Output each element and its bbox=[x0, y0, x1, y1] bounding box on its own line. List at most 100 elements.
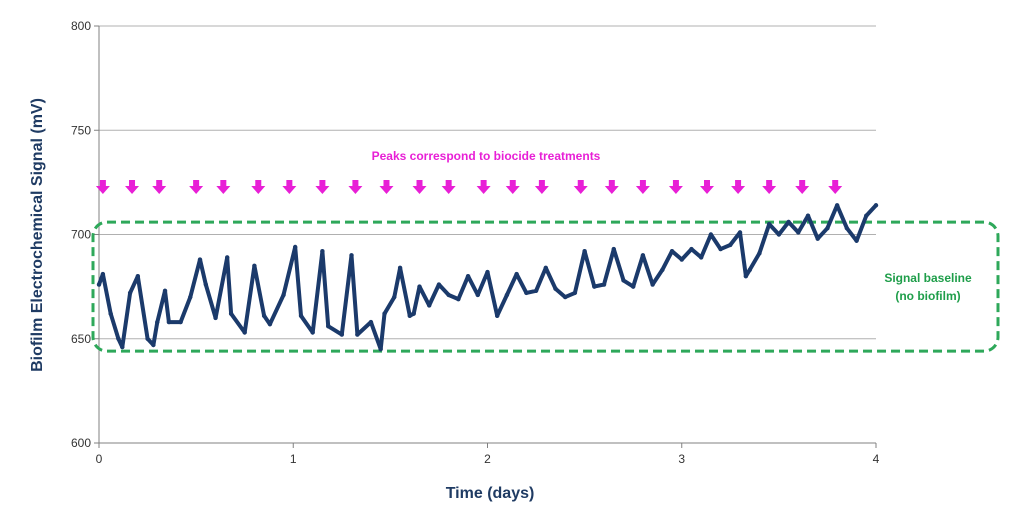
down-arrow-icon bbox=[635, 180, 650, 194]
data-point bbox=[815, 236, 820, 241]
data-point bbox=[310, 330, 315, 335]
data-point bbox=[116, 336, 121, 341]
data-point bbox=[660, 267, 665, 273]
data-point bbox=[108, 311, 113, 316]
data-point bbox=[339, 332, 345, 337]
data-point bbox=[582, 248, 587, 254]
down-arrow-icon bbox=[604, 180, 619, 194]
data-point bbox=[166, 319, 172, 325]
axes bbox=[94, 25, 877, 448]
data-point bbox=[504, 292, 510, 298]
data-point bbox=[708, 232, 714, 237]
data-point bbox=[456, 296, 461, 302]
series-line bbox=[96, 203, 879, 352]
data-point bbox=[737, 230, 743, 235]
data-point bbox=[100, 271, 106, 277]
data-point bbox=[796, 230, 801, 235]
x-axis-title: Time (days) bbox=[446, 485, 535, 502]
data-point bbox=[825, 226, 830, 231]
data-point bbox=[698, 255, 704, 260]
data-point bbox=[844, 226, 850, 231]
down-arrow-icon bbox=[125, 180, 140, 194]
down-arrow-icon bbox=[505, 180, 520, 194]
data-point bbox=[621, 278, 626, 283]
data-point bbox=[127, 290, 133, 296]
data-point bbox=[679, 257, 684, 262]
data-point bbox=[155, 319, 160, 325]
data-point bbox=[427, 303, 432, 308]
data-point bbox=[766, 221, 772, 227]
data-point bbox=[630, 284, 636, 289]
data-point bbox=[298, 313, 304, 319]
data-point bbox=[776, 232, 782, 237]
down-arrow-icon bbox=[795, 180, 810, 194]
x-tick-label-0: 0 bbox=[96, 452, 103, 466]
x-tick-label-1: 1 bbox=[290, 452, 297, 466]
data-point bbox=[228, 311, 234, 316]
baseline-rect bbox=[91, 220, 1000, 353]
data-point bbox=[145, 336, 150, 341]
data-point bbox=[407, 313, 412, 319]
data-point bbox=[188, 294, 193, 300]
data-point bbox=[135, 274, 141, 279]
data-point bbox=[397, 265, 403, 271]
y-axis-title: Biofilm Electrochemical Signal (mV) bbox=[29, 98, 46, 372]
down-arrow-icon bbox=[828, 180, 843, 194]
data-point bbox=[292, 244, 298, 250]
data-point bbox=[786, 219, 791, 225]
data-point bbox=[524, 290, 529, 296]
y-tick-labels: 600 650 700 750 800 bbox=[71, 19, 91, 450]
data-point bbox=[572, 290, 578, 296]
down-arrow-icon bbox=[282, 180, 297, 194]
data-point bbox=[805, 213, 811, 218]
down-arrow-icon bbox=[534, 180, 549, 194]
data-point bbox=[592, 284, 597, 289]
data-point bbox=[485, 269, 490, 275]
data-point bbox=[854, 238, 859, 243]
data-point bbox=[728, 242, 733, 248]
data-point bbox=[436, 282, 442, 287]
treatment-arrows bbox=[95, 180, 843, 194]
data-point bbox=[242, 330, 247, 335]
data-point bbox=[120, 344, 125, 350]
data-point bbox=[349, 253, 354, 258]
down-arrow-icon bbox=[216, 180, 231, 194]
down-arrow-icon bbox=[700, 180, 715, 194]
data-point bbox=[563, 294, 568, 300]
data-point bbox=[281, 292, 286, 298]
x-tick-label-2: 2 bbox=[484, 452, 491, 466]
data-point bbox=[611, 246, 616, 252]
data-point bbox=[465, 274, 471, 279]
y-tick-label-800: 800 bbox=[71, 19, 91, 33]
data-point bbox=[495, 313, 500, 319]
baseline-box bbox=[91, 220, 1000, 353]
down-arrow-icon bbox=[348, 180, 363, 194]
data-point bbox=[213, 315, 218, 321]
gridlines bbox=[99, 25, 876, 340]
y-tick-label-600: 600 bbox=[71, 436, 91, 450]
down-arrow-icon bbox=[441, 180, 456, 194]
data-point bbox=[203, 282, 209, 287]
down-arrow-icon bbox=[762, 180, 777, 194]
down-arrow-icon bbox=[476, 180, 491, 194]
down-arrow-icon bbox=[95, 180, 110, 194]
data-point bbox=[382, 311, 387, 316]
y-tick-label-700: 700 bbox=[71, 228, 91, 242]
data-point bbox=[326, 324, 331, 329]
data-point bbox=[553, 286, 558, 291]
data-point bbox=[197, 257, 203, 262]
data-point bbox=[355, 332, 360, 337]
data-point bbox=[640, 253, 646, 258]
data-point bbox=[178, 319, 183, 325]
data-point bbox=[267, 321, 273, 327]
data-point bbox=[873, 203, 879, 208]
x-tick-label-4: 4 bbox=[873, 452, 880, 466]
y-tick-label-650: 650 bbox=[71, 332, 91, 346]
series-line-0 bbox=[97, 203, 878, 352]
data-point bbox=[252, 263, 257, 268]
data-point bbox=[650, 282, 655, 287]
treatment-annotation: Peaks correspond to biocide treatments bbox=[372, 149, 601, 163]
y-tick-label-750: 750 bbox=[71, 123, 91, 137]
data-point bbox=[378, 346, 383, 352]
data-point bbox=[96, 282, 102, 287]
